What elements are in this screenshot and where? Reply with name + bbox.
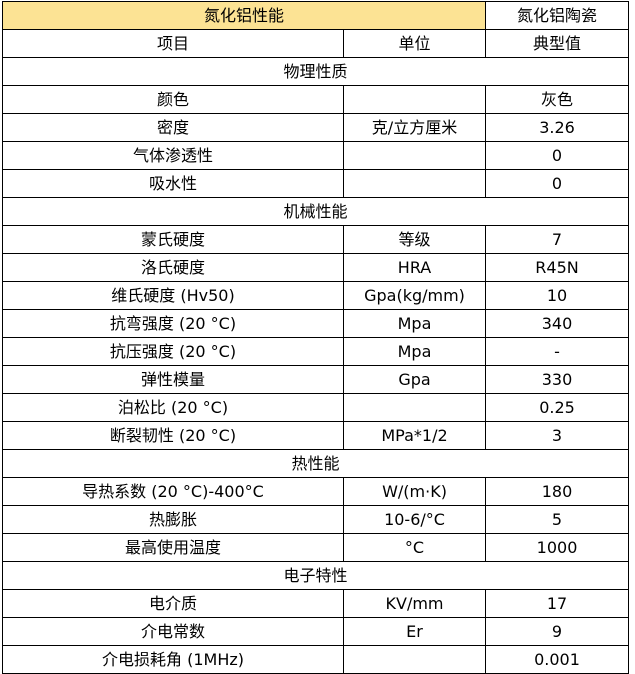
- column-header-item: 项目: [2, 29, 344, 58]
- cell-unit: [342, 85, 487, 114]
- section-header-row: 机械性能: [1, 197, 630, 226]
- cell-value: 9: [485, 617, 630, 646]
- cell-unit: W/(m·K): [342, 477, 487, 506]
- cell-value: 0.001: [485, 645, 630, 674]
- section-header-label: 电子特性: [1, 561, 630, 590]
- cell-value: 10: [485, 281, 630, 310]
- section-header-label: 机械性能: [1, 197, 630, 226]
- column-header-unit: 单位: [342, 29, 487, 58]
- cell-item: 洛氏硬度: [2, 253, 344, 282]
- cell-value: 1000: [485, 533, 630, 562]
- cell-item: 断裂韧性 (20 °C): [2, 421, 344, 450]
- table-row: 弹性模量 Gpa 330: [2, 365, 630, 394]
- cell-item: 抗压强度 (20 °C): [2, 337, 344, 366]
- cell-item: 气体渗透性: [2, 141, 344, 170]
- cell-item: 吸水性: [2, 169, 344, 198]
- cell-value: 330: [485, 365, 630, 394]
- table-row: 断裂韧性 (20 °C) MPa*1/2 3: [2, 421, 630, 450]
- section-header-row: 热性能: [1, 449, 630, 478]
- table-row: 介电常数 Er 9: [2, 617, 630, 646]
- cell-unit: KV/mm: [342, 589, 487, 618]
- table-row: 介电损耗角 (1MHz) 0.001: [2, 645, 630, 674]
- table-row: 颜色 灰色: [2, 85, 630, 114]
- cell-item: 最高使用温度: [2, 533, 344, 562]
- cell-value: 0.25: [485, 393, 630, 422]
- cell-value: 0: [485, 169, 630, 198]
- cell-value: 3.26: [485, 113, 630, 142]
- table-row: 最高使用温度 °C 1000: [2, 533, 630, 562]
- cell-unit: Mpa: [342, 309, 487, 338]
- table-row: 洛氏硬度 HRA R45N: [2, 253, 630, 282]
- table-row: 吸水性 0: [2, 169, 630, 198]
- cell-unit: [342, 169, 487, 198]
- cell-value: 340: [485, 309, 630, 338]
- cell-item: 热膨胀: [2, 505, 344, 534]
- cell-unit: Gpa: [342, 365, 487, 394]
- cell-item: 泊松比 (20 °C): [2, 393, 344, 422]
- section-header-label: 热性能: [1, 449, 630, 478]
- table-row: 气体渗透性 0: [2, 141, 630, 170]
- cell-value: R45N: [485, 253, 630, 282]
- table-title-row: 氮化铝性能 氮化铝陶瓷: [1, 1, 630, 30]
- cell-unit: Er: [342, 617, 487, 646]
- cell-unit: °C: [342, 533, 487, 562]
- cell-item: 弹性模量: [2, 365, 344, 394]
- cell-item: 介电常数: [2, 617, 344, 646]
- table-row: 导热系数 (20 °C)-400°C W/(m·K) 180: [2, 477, 630, 506]
- cell-item: 电介质: [2, 589, 344, 618]
- cell-unit: [342, 393, 487, 422]
- cell-unit: [342, 141, 487, 170]
- cell-unit: [342, 645, 487, 674]
- cell-value: 7: [485, 225, 630, 254]
- table-row: 密度 克/立方厘米 3.26: [2, 113, 630, 142]
- cell-unit: HRA: [342, 253, 487, 282]
- cell-item: 维氏硬度 (Hv50): [2, 281, 344, 310]
- table-title: 氮化铝性能: [1, 1, 487, 30]
- cell-item: 介电损耗角 (1MHz): [2, 645, 344, 674]
- cell-value: 3: [485, 421, 630, 450]
- cell-unit: Mpa: [342, 337, 487, 366]
- table-row: 抗压强度 (20 °C) Mpa -: [2, 337, 630, 366]
- section-header-row: 电子特性: [1, 561, 630, 590]
- cell-item: 蒙氏硬度: [2, 225, 344, 254]
- cell-value: 0: [485, 141, 630, 170]
- table-row: 蒙氏硬度 等级 7: [2, 225, 630, 254]
- table-title-material: 氮化铝陶瓷: [485, 1, 630, 30]
- cell-value: 180: [485, 477, 630, 506]
- cell-unit: 等级: [342, 225, 487, 254]
- cell-value: 5: [485, 505, 630, 534]
- section-header-label: 物理性质: [1, 57, 630, 86]
- cell-unit: 克/立方厘米: [342, 113, 487, 142]
- cell-value: 17: [485, 589, 630, 618]
- section-header-row: 物理性质: [1, 57, 630, 86]
- table-row: 电介质 KV/mm 17: [2, 589, 630, 618]
- cell-item: 导热系数 (20 °C)-400°C: [2, 477, 344, 506]
- cell-unit: 10-6/°C: [342, 505, 487, 534]
- table-row: 热膨胀 10-6/°C 5: [2, 505, 630, 534]
- cell-value: -: [485, 337, 630, 366]
- cell-unit: MPa*1/2: [342, 421, 487, 450]
- cell-unit: Gpa(kg/mm): [342, 281, 487, 310]
- cell-item: 抗弯强度 (20 °C): [2, 309, 344, 338]
- table-row: 泊松比 (20 °C) 0.25: [2, 393, 630, 422]
- cell-item: 密度: [2, 113, 344, 142]
- table-row: 抗弯强度 (20 °C) Mpa 340: [2, 309, 630, 338]
- cell-item: 颜色: [2, 85, 344, 114]
- column-header-row: 项目 单位 典型值: [2, 29, 630, 58]
- cell-value: 灰色: [485, 85, 630, 114]
- column-header-value: 典型值: [485, 29, 630, 58]
- table-row: 维氏硬度 (Hv50) Gpa(kg/mm) 10: [2, 281, 630, 310]
